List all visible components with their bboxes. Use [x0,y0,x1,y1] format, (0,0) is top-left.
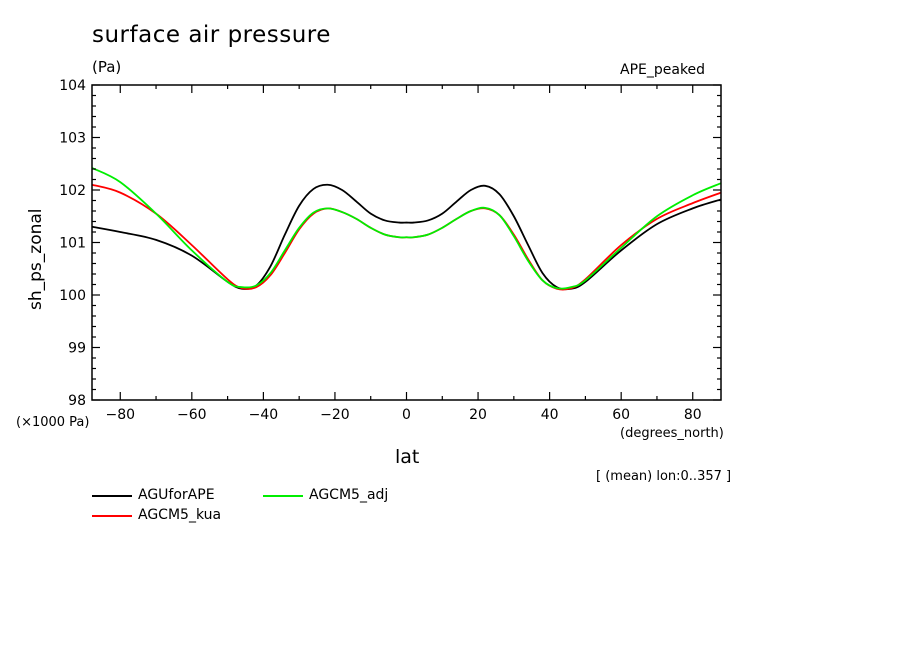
tick-layer: −80 −60 −40 −20 0 20 40 60 80 98 99 100 101 102 103 104 [59,78,721,423]
x-axis-units: (degrees_north) [620,426,724,441]
y-tick-label: 102 [59,183,86,199]
x-tick-label: −40 [249,407,279,423]
series-line-agcm5-adj [91,167,722,290]
y-tick-label: 104 [59,78,86,94]
chart-title: surface air pressure [92,22,331,48]
mean-note: [ (mean) lon:0..357 ] [596,469,732,484]
x-tick-label: −80 [105,407,135,423]
chart-units: (Pa) [92,58,122,76]
y-tick-label: 100 [59,288,86,304]
y-tick-label: 99 [68,341,86,357]
x-tick-label: 0 [402,407,411,423]
y-tick-label: 101 [59,236,86,252]
legend-swatch [92,495,132,497]
x-tick-label: 40 [541,407,559,423]
legend-label: AGCM5_adj [309,487,389,503]
y-tick-label: 98 [68,393,86,409]
legend-swatch [263,495,303,497]
series-layer [91,167,722,291]
x-tick-label: −20 [320,407,350,423]
x-tick-label: −60 [177,407,207,423]
legend-label: AGCM5_kua [138,507,222,523]
y-scale-note: (×1000 Pa) [16,415,90,430]
x-tick-label: 20 [469,407,487,423]
x-tick-label: 60 [612,407,630,423]
legend-label: AGUforAPE [138,487,215,503]
legend-swatch [92,515,132,517]
y-tick-label: 103 [59,131,86,147]
x-axis-label: lat [395,446,420,468]
x-tick-label: 80 [684,407,702,423]
experiment-label: APE_peaked [620,62,706,78]
